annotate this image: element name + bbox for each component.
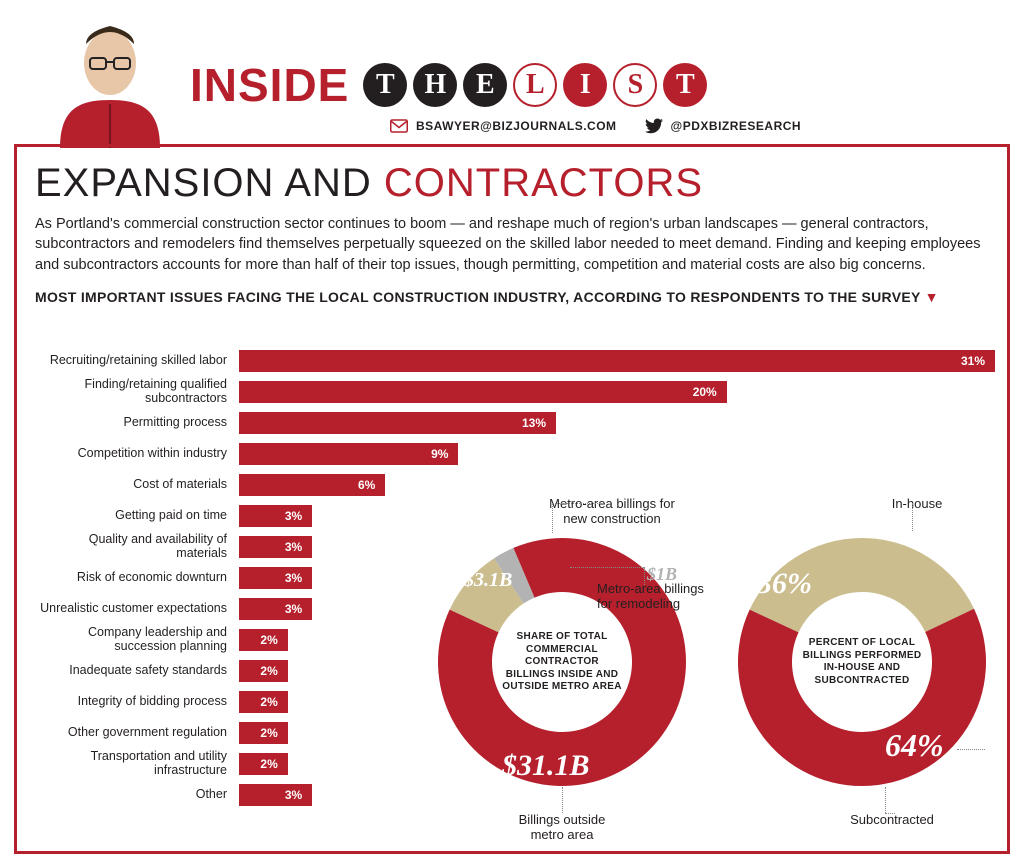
bar-value: 9% [425, 447, 454, 461]
masthead-circles: THELIST [363, 63, 707, 107]
donut-billings-center: SHARE OF TOTAL COMMERCIAL CONTRACTOR BIL… [500, 631, 625, 694]
bar-value: 3% [279, 540, 308, 554]
masthead-header: INSIDE THELIST BSAWYER@BIZJOURNALS.COM @… [0, 0, 1024, 140]
donut-inhouse-center: PERCENT OF LOCAL BILLINGS PERFORMED IN-H… [800, 637, 925, 687]
bar-value: 2% [254, 757, 283, 771]
leader-line [570, 567, 644, 568]
donut2-sub-value: 64% [885, 727, 944, 764]
bar-label: Cost of materials [35, 478, 233, 491]
bar-value: 2% [254, 726, 283, 740]
bar-row: Competition within industry 9% [35, 438, 995, 469]
bar-value: 20% [687, 385, 723, 399]
bar-row: Cost of materials 6% [35, 469, 995, 500]
bar-value: 31% [955, 354, 991, 368]
donut1-outside-value: $31.1B [502, 749, 590, 783]
bar-row: Recruiting/retaining skilled labor 31% [35, 345, 995, 376]
bar-value: 3% [279, 602, 308, 616]
email-text: BSAWYER@BIZJOURNALS.COM [416, 119, 617, 133]
page-title: EXPANSION AND CONTRACTORS [35, 161, 989, 206]
leader-line [552, 503, 602, 504]
masthead-word: INSIDE [190, 58, 349, 112]
donut2-sub-label: Subcontracted [832, 813, 952, 828]
bar-track: 9% [239, 443, 995, 465]
bar-label: Recruiting/retaining skilled labor [35, 354, 233, 367]
subhead-text: MOST IMPORTANT ISSUES FACING THE LOCAL C… [35, 289, 920, 305]
donut1-newcon-label: Metro-area billings for new construction [537, 497, 687, 527]
bar-value: 2% [254, 633, 283, 647]
bar-label: Inadequate safety standards [35, 664, 233, 677]
donut-slice-sub [738, 609, 986, 786]
masthead-circle: L [513, 63, 557, 107]
bar-track: 6% [239, 474, 995, 496]
masthead-circle: S [613, 63, 657, 107]
bar-fill [239, 381, 727, 403]
donut2-inhouse-value: 36% [757, 567, 812, 601]
donut1-outside-label: Billings outside metro area [507, 813, 617, 843]
donut-inhouse: PERCENT OF LOCAL BILLINGS PERFORMED IN-H… [717, 527, 1007, 797]
bar-label: Permitting process [35, 416, 233, 429]
bar-label: Quality and availability of materials [35, 533, 233, 559]
bar-value: 13% [516, 416, 552, 430]
leader-line [885, 787, 886, 813]
bar-label: Other government regulation [35, 726, 233, 739]
masthead-circle: E [463, 63, 507, 107]
intro-paragraph: As Portland's commercial construction se… [35, 214, 989, 275]
masthead-circle: I [563, 63, 607, 107]
masthead-circle: H [413, 63, 457, 107]
bar-label: Finding/retaining qualified subcontracto… [35, 378, 233, 404]
subhead: MOST IMPORTANT ISSUES FACING THE LOCAL C… [35, 289, 989, 305]
bar-label: Unrealistic customer expectations [35, 602, 233, 615]
donut-billings: SHARE OF TOTAL COMMERCIAL CONTRACTOR BIL… [417, 527, 707, 797]
donut1-remodel-label: Metro-area billings for remodeling [597, 582, 717, 612]
leader-line [885, 813, 895, 814]
email-contact: BSAWYER@BIZJOURNALS.COM [390, 118, 617, 134]
masthead-circle: T [663, 63, 707, 107]
bar-label: Company leadership and succession planni… [35, 626, 233, 652]
twitter-text: @PDXBIZRESEARCH [671, 119, 802, 133]
envelope-icon [390, 118, 408, 134]
leader-line [552, 503, 553, 533]
bar-label: Getting paid on time [35, 509, 233, 522]
leader-line [912, 503, 913, 531]
bar-label: Transportation and utility infrastructur… [35, 750, 233, 776]
bar-fill [239, 350, 995, 372]
donut-area: SHARE OF TOTAL COMMERCIAL CONTRACTOR BIL… [427, 502, 1007, 852]
title-part-1: EXPANSION AND [35, 161, 384, 205]
bar-label: Risk of economic downturn [35, 571, 233, 584]
bar-row: Finding/retaining qualified subcontracto… [35, 376, 995, 407]
bar-value: 3% [279, 571, 308, 585]
twitter-icon [645, 118, 663, 134]
bar-row: Permitting process 13% [35, 407, 995, 438]
bar-label: Other [35, 788, 233, 801]
donut1-remodel-value: $3.1B [464, 569, 512, 592]
bar-fill [239, 412, 556, 434]
leader-line [957, 749, 985, 750]
bar-value: 2% [254, 695, 283, 709]
leader-line [562, 787, 563, 813]
masthead-row: INSIDE THELIST [190, 0, 1024, 112]
leader-line [644, 567, 645, 585]
bar-value: 2% [254, 664, 283, 678]
contact-row: BSAWYER@BIZJOURNALS.COM @PDXBIZRESEARCH [190, 118, 1024, 134]
bar-track: 31% [239, 350, 995, 372]
bar-label: Integrity of bidding process [35, 695, 233, 708]
title-part-2: CONTRACTORS [384, 161, 703, 205]
masthead-circle: T [363, 63, 407, 107]
bar-value: 6% [352, 478, 381, 492]
bar-track: 20% [239, 381, 995, 403]
donut2-inhouse-label: In-house [867, 497, 967, 512]
bar-label: Competition within industry [35, 447, 233, 460]
bar-track: 13% [239, 412, 995, 434]
main-panel: EXPANSION AND CONTRACTORS As Portland's … [14, 144, 1010, 854]
author-avatar [40, 8, 180, 148]
bar-value: 3% [279, 788, 308, 802]
bar-value: 3% [279, 509, 308, 523]
triangle-icon: ▼ [925, 289, 939, 305]
twitter-contact: @PDXBIZRESEARCH [645, 118, 802, 134]
